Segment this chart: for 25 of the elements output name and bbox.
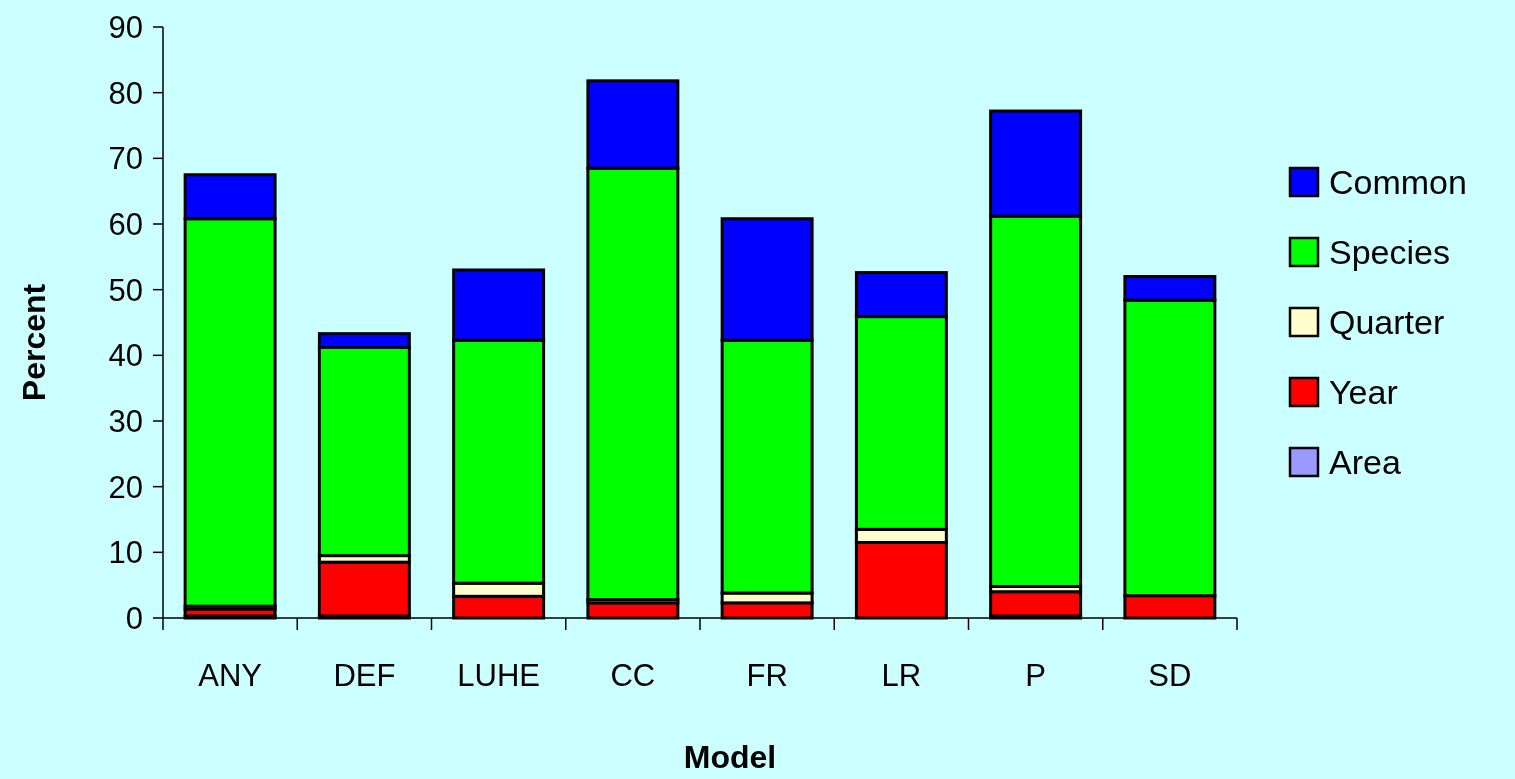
legend-label: Area xyxy=(1329,442,1401,481)
legend-label: Quarter xyxy=(1329,302,1445,341)
y-tick-label: 40 xyxy=(108,338,143,374)
y-tick-label: 0 xyxy=(125,600,143,636)
x-tick-label: P xyxy=(1025,658,1046,693)
y-tick-label: 20 xyxy=(108,469,143,505)
y-tick-label: 60 xyxy=(108,206,143,242)
x-tick-label: SD xyxy=(1148,658,1192,693)
y-tick-label: 50 xyxy=(108,272,143,308)
x-axis-title: Model xyxy=(683,739,777,775)
x-tick-label: LR xyxy=(881,658,922,693)
legend-label: Common xyxy=(1329,162,1467,201)
y-tick-label: 80 xyxy=(108,75,143,111)
x-tick-label: ANY xyxy=(198,658,262,693)
y-tick-label: 70 xyxy=(108,141,143,177)
y-axis-title: Percent xyxy=(16,283,52,402)
y-tick-label: 10 xyxy=(108,535,143,571)
y-tick-label: 30 xyxy=(108,403,143,439)
legend-label: Species xyxy=(1329,232,1450,271)
legend-label: Year xyxy=(1329,372,1398,411)
x-tick-label: FR xyxy=(746,658,788,693)
x-tick-label: DEF xyxy=(333,658,396,693)
y-tick-label: 90 xyxy=(108,9,143,45)
x-tick-label: CC xyxy=(610,658,656,693)
x-tick-label: LUHE xyxy=(457,658,540,693)
